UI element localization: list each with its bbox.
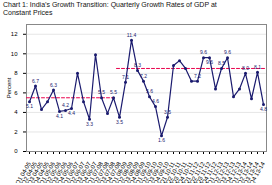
- svg-text:1.6: 1.6: [158, 137, 165, 143]
- svg-text:9.6: 9.6: [224, 49, 231, 55]
- svg-text:4.1: 4.1: [56, 113, 63, 119]
- svg-text:4.6: 4.6: [152, 98, 159, 104]
- svg-text:5.1: 5.1: [26, 103, 33, 109]
- svg-text:4.8: 4.8: [260, 106, 267, 112]
- svg-text:6: 6: [14, 90, 18, 96]
- svg-text:3.5: 3.5: [116, 119, 123, 125]
- svg-text:8.3: 8.3: [134, 62, 141, 68]
- svg-text:9.6: 9.6: [206, 59, 213, 65]
- svg-text:8.0: 8.0: [242, 65, 249, 71]
- svg-text:7.2: 7.2: [140, 73, 147, 79]
- svg-text:4: 4: [14, 109, 18, 115]
- svg-text:11.4: 11.4: [127, 32, 137, 38]
- svg-text:3.5: 3.5: [164, 109, 171, 115]
- svg-text:10: 10: [11, 51, 18, 57]
- svg-text:7.1: 7.1: [122, 74, 129, 80]
- svg-text:5.5: 5.5: [110, 89, 117, 95]
- svg-text:9.6: 9.6: [200, 49, 207, 55]
- svg-text:8.5: 8.5: [218, 60, 225, 66]
- svg-text:12: 12: [11, 31, 18, 37]
- svg-text:2: 2: [14, 129, 18, 135]
- svg-text:4.2: 4.2: [62, 102, 69, 108]
- svg-text:5.5: 5.5: [98, 89, 105, 95]
- svg-text:Q4 13-14: Q4 13-14: [248, 160, 266, 183]
- svg-text:4.4: 4.4: [68, 110, 75, 116]
- svg-text:6.3: 6.3: [50, 81, 57, 87]
- svg-text:5.6: 5.6: [146, 88, 153, 94]
- svg-text:6.7: 6.7: [32, 77, 39, 83]
- svg-text:8.1: 8.1: [254, 64, 261, 70]
- html-text:Chart 1: India’s Growth Transi: Chart 1: India’s Growth Transition: Quar…: [3, 1, 217, 17]
- svg-text:3.3: 3.3: [86, 121, 93, 127]
- svg-text:0: 0: [14, 148, 18, 154]
- svg-text:Percent: Percent: [6, 77, 12, 98]
- svg-text:8: 8: [14, 70, 18, 76]
- svg-text:7.2: 7.2: [194, 73, 201, 79]
